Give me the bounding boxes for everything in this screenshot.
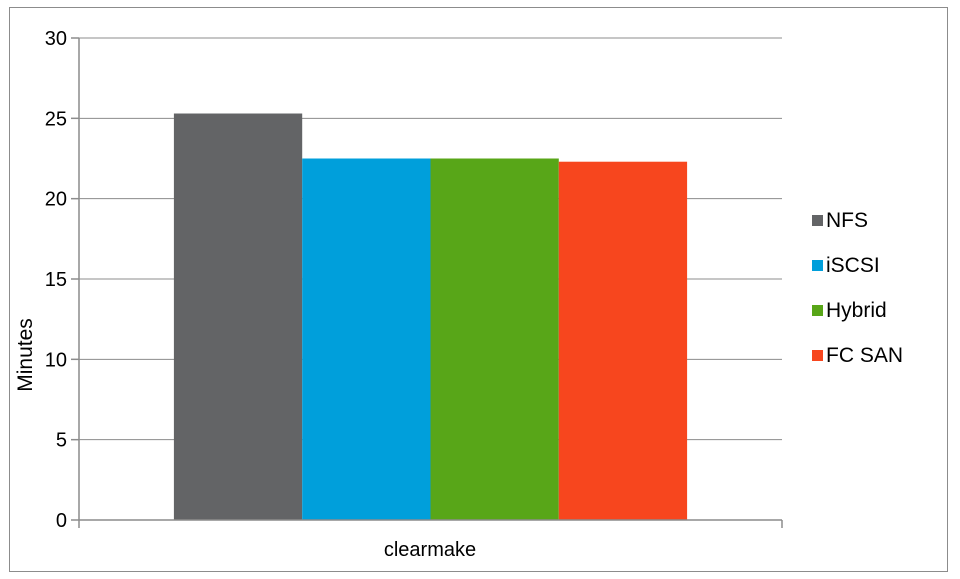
- y-tick-label: 25: [45, 108, 67, 130]
- legend-label: Hybrid: [826, 299, 887, 322]
- y-tick-label: 10: [45, 349, 67, 371]
- y-tick-label: 30: [45, 28, 67, 50]
- y-tick-label: 20: [45, 189, 67, 211]
- bar-hybrid: [430, 158, 559, 520]
- legend-swatch: [812, 215, 823, 226]
- legend: NFS iSCSI Hybrid FC SAN: [812, 209, 903, 367]
- y-tick-labels: 0 5 10 15 20 25 30: [45, 28, 783, 532]
- y-tick-label: 0: [56, 510, 67, 532]
- legend-swatch: [812, 350, 823, 361]
- legend-swatch: [812, 260, 823, 271]
- y-tick-label: 5: [56, 430, 67, 452]
- legend-swatch: [812, 305, 823, 316]
- x-category-label: clearmake: [384, 539, 476, 561]
- legend-label: FC SAN: [826, 344, 903, 367]
- bar-fc-san: [558, 161, 688, 521]
- bars: [173, 113, 688, 521]
- y-tick-label: 15: [45, 269, 67, 291]
- legend-label: NFS: [826, 209, 868, 232]
- y-axis-title: Minutes: [14, 318, 37, 392]
- bar-nfs: [173, 113, 303, 520]
- legend-label: iSCSI: [826, 254, 880, 277]
- bar-iscsi: [302, 158, 431, 520]
